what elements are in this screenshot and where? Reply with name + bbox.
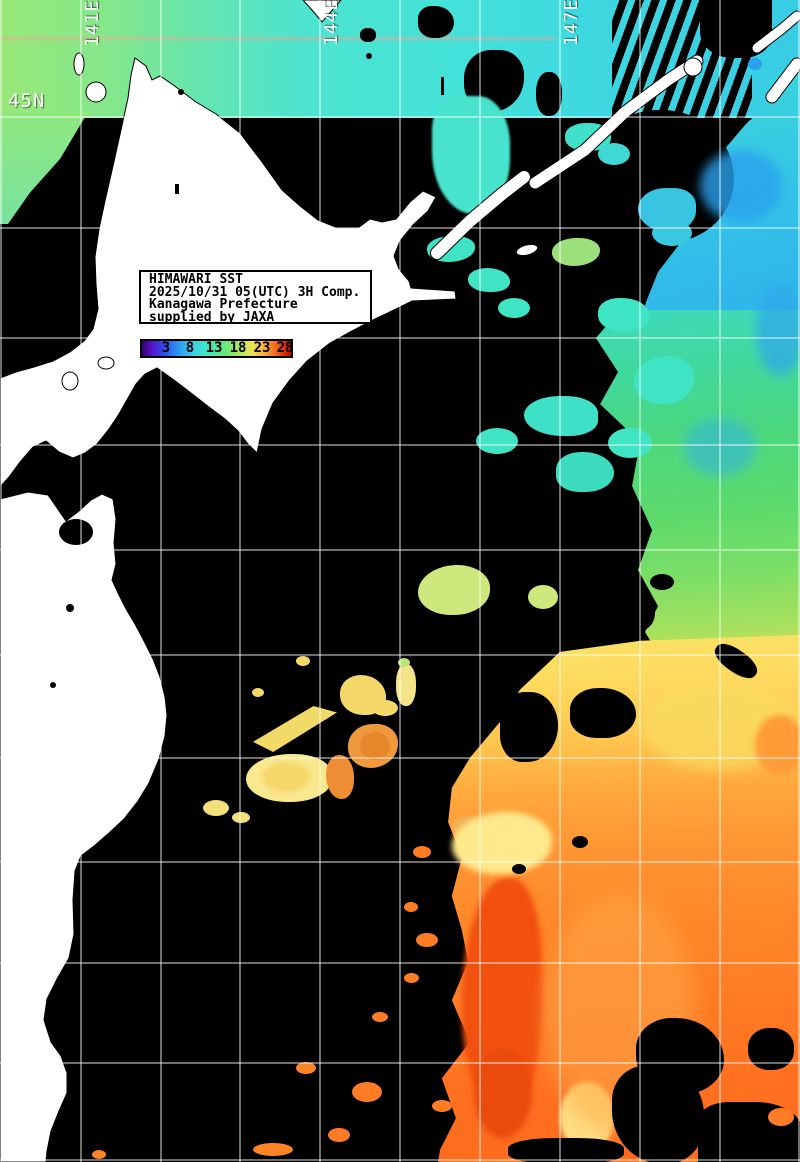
grid-label-147e: 147E (561, 0, 582, 46)
grid-label-144e: 144E (321, 0, 342, 46)
sst-blob (634, 356, 694, 404)
sst-blob (418, 565, 490, 615)
sst-blob (498, 298, 530, 318)
sst-blob (404, 973, 419, 983)
grid-label-141e: 141E (82, 0, 103, 47)
sst-blob (598, 298, 650, 332)
temperature-legend: 3 8 13 18 23 28 (140, 339, 293, 358)
sst-blob (625, 592, 655, 630)
sst-blob (652, 220, 692, 246)
legend-tick: 13 (205, 340, 223, 356)
sst-blob (418, 6, 454, 38)
sst-blob (700, 0, 772, 58)
grid-label-45n: 45N (8, 90, 46, 112)
sst-blob (328, 1128, 350, 1142)
sst-blob (612, 1066, 704, 1162)
contrail-artifact (0, 37, 556, 40)
info-provider: Kanagawa Prefecture (149, 297, 298, 313)
sst-blob (700, 150, 782, 222)
sst-blob (203, 800, 229, 816)
sst-blob (296, 1062, 316, 1074)
sst-blob (710, 638, 762, 684)
legend-tick: 18 (229, 340, 247, 356)
sst-blob (360, 28, 376, 42)
info-box: HIMAWARI SST 2025/10/31 05(UTC) 3H Comp.… (139, 270, 372, 324)
sst-blob (262, 762, 310, 792)
info-datetime: 2025/10/31 05(UTC) 3H Comp. (149, 284, 361, 300)
sst-blob (92, 1150, 106, 1159)
sst-blob (252, 688, 264, 697)
sst-blob (452, 812, 552, 874)
sst-blob (352, 1082, 382, 1102)
sst-blob (296, 656, 310, 666)
sst-blob (360, 732, 390, 760)
sst-blob (528, 585, 558, 609)
sst-blob (253, 1143, 293, 1156)
sst-blob (326, 755, 354, 799)
legend-tick: 3 (161, 340, 171, 356)
sst-blob (756, 284, 800, 376)
sst-blob (755, 715, 800, 775)
sst-blob (372, 700, 398, 716)
info-title: HIMAWARI SST (149, 272, 243, 287)
sst-blob (372, 1012, 388, 1022)
info-credit: supplied by JAXA (149, 309, 275, 325)
sst-blob (404, 902, 418, 912)
sst-blob (598, 143, 630, 165)
sst-blob (608, 428, 652, 458)
sst-blob (474, 1048, 532, 1138)
sst-blob (512, 864, 526, 874)
sst-blob (748, 1028, 794, 1070)
sst-blob (253, 706, 337, 752)
legend-tick: 28 (276, 340, 294, 356)
sst-blob (536, 72, 562, 116)
sst-blob (748, 58, 762, 70)
sst-blob (768, 1108, 794, 1126)
sst-blob (432, 1100, 452, 1112)
sst-blob (396, 664, 416, 706)
sst-blob (416, 933, 438, 947)
sst-blob (570, 688, 636, 738)
sst-blob (476, 428, 518, 454)
sst-blob (650, 574, 674, 590)
sst-blob (684, 418, 756, 476)
sst-blob (556, 452, 614, 492)
sst-blob (572, 836, 588, 848)
legend-tick: 23 (253, 340, 271, 356)
sst-blob (432, 96, 510, 214)
legend-tick: 8 (185, 340, 195, 356)
sst-blob (500, 692, 558, 762)
sst-blob (508, 1138, 624, 1162)
sst-blob (427, 236, 475, 262)
sst-blob (552, 238, 600, 266)
sst-blob (232, 812, 250, 823)
sst-blob (524, 396, 598, 436)
sst-blob (468, 268, 510, 292)
sst-blob (398, 658, 410, 667)
sst-blob (413, 846, 431, 858)
